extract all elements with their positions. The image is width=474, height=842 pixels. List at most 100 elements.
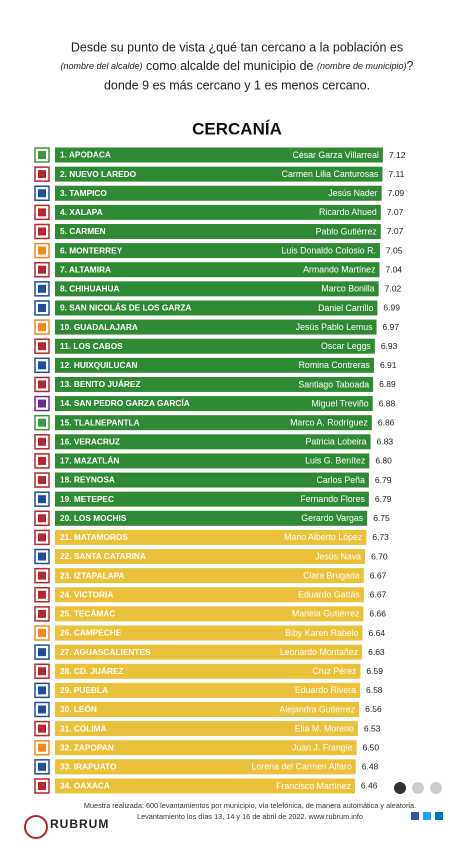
mayor-name: Biby Karen Rabelo: [285, 628, 358, 638]
value-label: 6.58: [366, 685, 383, 695]
party-logo-fill: [38, 265, 46, 274]
value-label: 7.07: [387, 207, 404, 217]
mayor-name: Ricardo Ahued: [319, 207, 377, 217]
category-label: 3. TAMPICO: [60, 188, 107, 198]
bar: [55, 453, 370, 469]
twitter-icon[interactable]: [423, 812, 431, 820]
party-logo-fill: [38, 170, 46, 179]
category-label: 30. LEÓN: [60, 703, 97, 714]
bar: [55, 204, 381, 220]
question-part: (nombre de municipio): [317, 61, 407, 71]
bar: [55, 663, 361, 679]
mayor-name: Juan J. Frangie: [292, 743, 353, 753]
value-label: 6.75: [373, 513, 390, 523]
category-label: 16. VERACRUZ: [60, 436, 120, 446]
category-label: 25. TECÁMAC: [60, 609, 115, 619]
value-label: 7.02: [385, 284, 402, 294]
value-label: 6.63: [368, 647, 385, 657]
mayor-name: Alejandra Gutiérrez: [279, 704, 355, 714]
value-label: 7.09: [388, 188, 405, 198]
bar: [55, 587, 364, 603]
value-label: 6.73: [372, 532, 389, 542]
category-label: 4. XALAPA: [60, 207, 103, 217]
brand: RUBRUM: [50, 817, 109, 831]
mayor-name: Patricia Lobeira: [305, 437, 366, 447]
bar: [55, 376, 374, 392]
category-label: 9. SAN NICOLÁS DE LOS GARZA: [60, 303, 191, 313]
bar: [55, 434, 371, 450]
party-logo-fill: [38, 552, 46, 561]
value-label: 6.67: [370, 570, 387, 580]
mayor-name: Carlos Peña: [316, 475, 365, 485]
bar: [55, 510, 368, 526]
value-label: 6.79: [375, 475, 392, 485]
category-label: 18. REYNOSA: [60, 475, 115, 485]
mayor-name: Marco Bonilla: [321, 284, 374, 294]
party-logo-fill: [38, 456, 46, 465]
value-label: 7.07: [387, 226, 404, 236]
question-part: (nombre del alcalde): [61, 61, 143, 71]
party-logo-fill: [38, 323, 46, 332]
bar: [55, 778, 355, 794]
mayor-name: Mariela Gutiérrez: [292, 609, 359, 619]
mayor-name: Francisco Martínez: [276, 781, 351, 791]
mayor-name: Oscar Leggs: [321, 341, 371, 351]
mayor-name: Jesús Pablo Lemus: [296, 322, 373, 332]
party-logo-fill: [38, 686, 46, 695]
question-part: como alcalde del municipio de: [143, 59, 317, 73]
page-dot[interactable]: [394, 782, 406, 794]
party-logo-fill: [38, 361, 46, 370]
party-logo-fill: [38, 189, 46, 198]
value-label: 6.91: [380, 360, 397, 370]
mayor-name: Miguel Treviño: [311, 398, 368, 408]
bar: [55, 606, 364, 622]
bar: [55, 147, 383, 163]
mayor-name: Romina Contreras: [299, 360, 371, 370]
party-logo-fill: [38, 571, 46, 580]
category-label: 19. METEPEC: [60, 494, 114, 504]
party-logo-fill: [38, 724, 46, 733]
footnote: Muestra realizada: 600 levantamientos po…: [84, 801, 416, 810]
value-label: 6.67: [370, 590, 387, 600]
value-label: 7.11: [388, 169, 404, 179]
value-label: 6.46: [361, 781, 378, 791]
category-label: 31. COLIMA: [60, 723, 107, 733]
bar: [55, 262, 380, 278]
value-label: 7.04: [385, 264, 402, 274]
category-label: 33. IRAPUATO: [60, 762, 117, 772]
bar: [55, 682, 360, 698]
party-logo-fill: [38, 705, 46, 714]
bar: [55, 300, 378, 316]
mayor-name: Daniel Carrillo: [318, 303, 373, 313]
chart-title: CERCANÍA: [192, 119, 282, 138]
party-logo-fill: [38, 590, 46, 599]
value-label: 6.53: [364, 723, 381, 733]
bar: [55, 185, 382, 201]
mayor-name: Eduardo Gattás: [298, 590, 360, 600]
value-label: 6.88: [379, 398, 396, 408]
mayor-name: Gerardo Vargas: [301, 513, 364, 523]
bar: [55, 357, 374, 373]
facebook-icon[interactable]: [411, 812, 419, 820]
party-logo-fill: [38, 667, 46, 676]
party-logo-fill: [38, 208, 46, 217]
party-logo-fill: [38, 762, 46, 771]
question-line: (nombre del alcalde) como alcalde del mu…: [61, 59, 414, 73]
page-dot[interactable]: [412, 782, 424, 794]
mayor-name: Pablo Gutiérrez: [316, 226, 377, 236]
page-dot[interactable]: [430, 782, 442, 794]
party-logo-fill: [38, 399, 46, 408]
category-label: 15. TLALNEPANTLA: [60, 417, 140, 427]
party-logo-fill: [38, 609, 46, 618]
value-label: 6.93: [381, 341, 398, 351]
mayor-name: Jesús Nader: [328, 188, 377, 198]
mayor-name: Jesús Nava: [315, 551, 361, 561]
bar: [55, 568, 364, 584]
party-logo-fill: [38, 514, 46, 523]
linkedin-icon[interactable]: [435, 812, 443, 820]
party-logo-fill: [38, 648, 46, 657]
party-logo-fill: [38, 743, 46, 752]
mayor-name: Santiago Taboada: [298, 379, 369, 389]
category-label: 24. VICTORIA: [60, 589, 113, 599]
